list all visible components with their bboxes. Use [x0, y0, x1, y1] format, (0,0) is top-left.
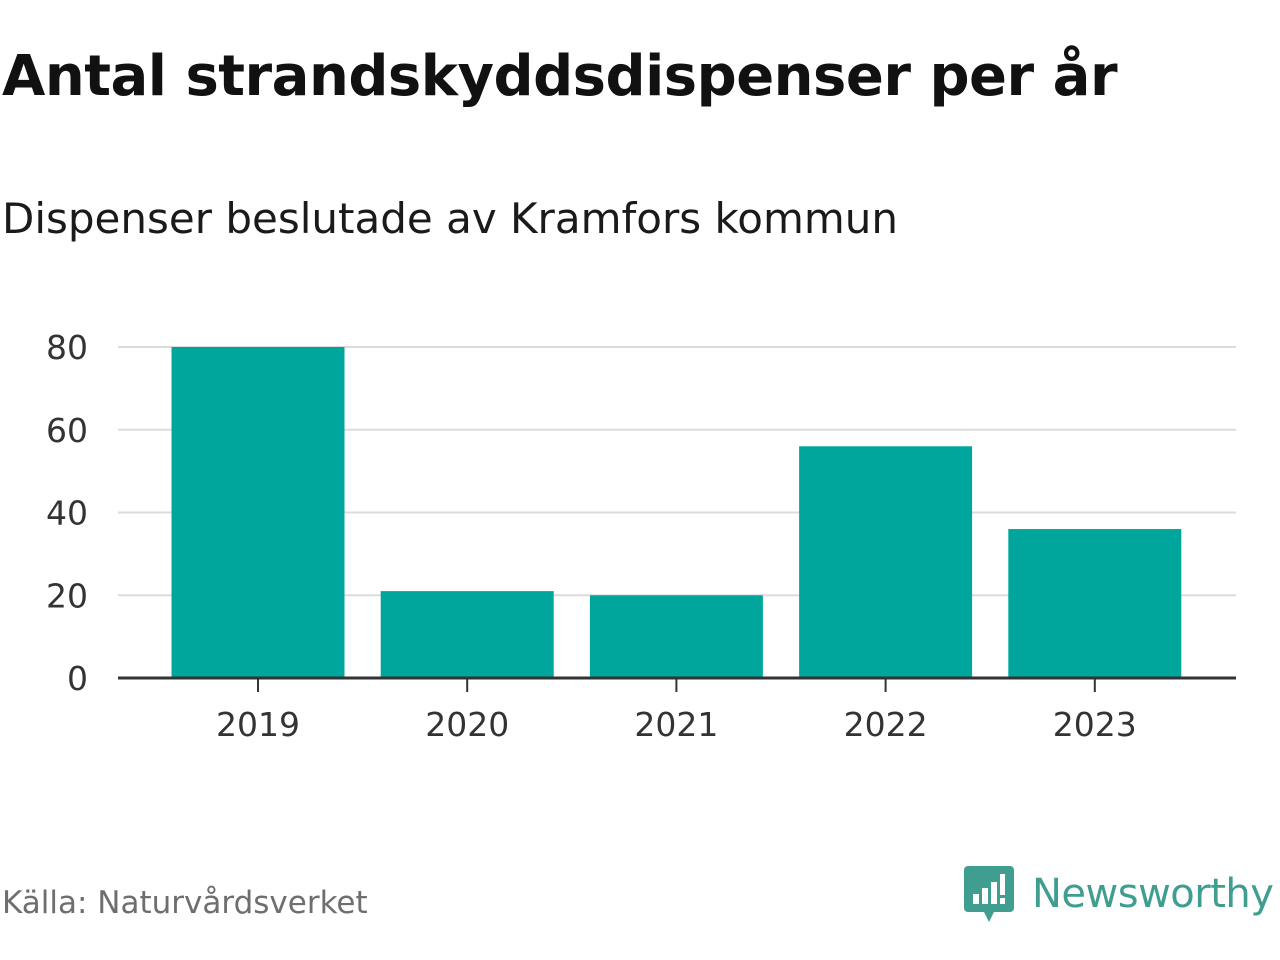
y-tick-label-40: 40	[46, 494, 88, 533]
newsworthy-logo: Newsworthy	[964, 864, 1274, 924]
x-axis	[118, 676, 1236, 692]
chart-title: Antal strandskyddsdispenser per år	[2, 44, 1118, 109]
bar-2021	[589, 595, 763, 678]
x-tick-label-2021: 2021	[634, 705, 718, 744]
x-tick-label-2020: 2020	[425, 705, 509, 744]
bar-2019	[171, 347, 345, 678]
source-note: Källa: Naturvårdsverket	[2, 885, 368, 921]
x-tick-label-2022: 2022	[844, 705, 928, 744]
bar-chart: 0 20 40 60 80 2019 2020 2021 2022 2023	[46, 328, 1236, 744]
newsworthy-logo-text: Newsworthy	[1032, 871, 1274, 917]
y-tick-label-0: 0	[67, 659, 88, 698]
y-tick-label-60: 60	[46, 411, 88, 450]
tick-labels: 0 20 40 60 80 2019 2020 2021 2022 2023	[46, 328, 1137, 744]
bar-2020	[380, 591, 554, 678]
bar-2023	[1008, 529, 1182, 678]
y-tick-label-80: 80	[46, 328, 88, 367]
chart-subtitle: Dispenser beslutade av Kramfors kommun	[2, 194, 899, 243]
x-tick-label-2019: 2019	[216, 705, 300, 744]
y-tick-label-20: 20	[46, 576, 88, 615]
bars	[171, 347, 1182, 678]
newsworthy-logo-icon	[964, 866, 1014, 922]
x-tick-label-2023: 2023	[1053, 705, 1137, 744]
bar-2022	[799, 446, 973, 678]
